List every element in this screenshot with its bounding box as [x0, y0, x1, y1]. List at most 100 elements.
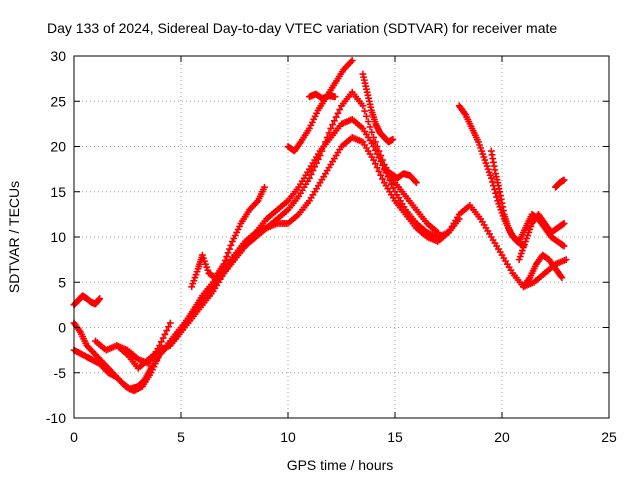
chart-title: Day 133 of 2024, Sidereal Day-to-day VTE…	[47, 20, 557, 36]
y-tick-label: 25	[50, 93, 66, 109]
data-point	[329, 121, 336, 129]
data-series	[70, 292, 104, 309]
data-series	[455, 102, 527, 250]
data-point	[327, 125, 335, 132]
data-point	[348, 57, 356, 64]
data-point	[361, 107, 369, 115]
data-point	[487, 174, 495, 182]
data-point	[226, 245, 233, 253]
data-series	[380, 165, 420, 187]
data-point	[562, 256, 570, 264]
data-series	[284, 57, 356, 155]
y-tick-label: 15	[50, 184, 66, 200]
data-points	[70, 57, 570, 395]
x-tick-label: 15	[387, 429, 403, 445]
data-point	[377, 171, 385, 179]
y-tick-label: 5	[58, 274, 66, 290]
data-point	[373, 143, 381, 150]
y-tick-label: 10	[50, 229, 66, 245]
data-point	[488, 178, 496, 186]
data-point	[313, 159, 320, 167]
data-point	[227, 241, 235, 249]
data-series	[113, 319, 174, 368]
data-series	[188, 183, 268, 291]
data-point	[161, 330, 169, 338]
data-point	[366, 123, 374, 131]
data-point	[363, 112, 370, 120]
y-tick-label: 20	[50, 139, 66, 155]
data-point	[314, 155, 322, 163]
data-series	[70, 115, 463, 395]
data-point	[156, 342, 163, 349]
data-point	[166, 319, 174, 327]
data-series	[520, 251, 566, 291]
data-point	[377, 152, 385, 159]
data-point	[379, 156, 386, 164]
data-point	[413, 179, 420, 187]
x-tick-label: 25	[601, 429, 617, 445]
data-point	[309, 167, 317, 175]
x-tick-label: 5	[177, 429, 185, 445]
data-point	[157, 338, 165, 346]
data-point	[371, 160, 379, 168]
x-tick-label: 0	[70, 429, 78, 445]
data-point	[318, 147, 326, 155]
data-point	[163, 327, 171, 334]
data-point	[371, 138, 379, 146]
data-series	[515, 210, 568, 264]
data-point	[323, 134, 331, 141]
data-point	[370, 156, 377, 164]
data-point	[320, 143, 328, 150]
data-point	[223, 253, 231, 261]
data-point	[379, 175, 386, 183]
x-tick-label: 10	[280, 429, 296, 445]
data-point	[96, 295, 104, 302]
y-tick-label: -5	[54, 365, 67, 381]
data-point	[560, 220, 568, 227]
data-point	[368, 128, 376, 136]
data-point	[224, 249, 232, 257]
data-point	[375, 147, 383, 155]
data-point	[434, 229, 442, 236]
data-point	[165, 323, 172, 331]
x-tick-label: 20	[494, 429, 510, 445]
data-series	[306, 90, 339, 102]
data-point	[311, 163, 319, 171]
grid-lines	[74, 56, 609, 418]
x-axis-label: GPS time / hours	[287, 457, 394, 473]
data-point	[558, 274, 566, 282]
data-point	[261, 183, 268, 191]
data-point	[159, 334, 167, 342]
data-point	[332, 113, 340, 121]
data-point	[359, 102, 367, 110]
data-point	[220, 260, 228, 268]
data-point	[325, 129, 333, 137]
data-point	[364, 118, 372, 126]
data-point	[388, 180, 395, 188]
y-tick-label: -10	[46, 410, 66, 426]
data-point	[375, 167, 383, 175]
data-point	[316, 152, 324, 159]
data-point	[493, 193, 501, 201]
data-point	[334, 109, 342, 117]
data-point	[455, 215, 463, 223]
data-point	[373, 164, 381, 172]
data-point	[336, 106, 344, 113]
y-axis-label: SDTVAR / TECUs	[6, 181, 22, 293]
y-tick-label: 0	[58, 320, 66, 336]
y-tick-label: 30	[50, 48, 66, 64]
data-series	[92, 88, 442, 372]
data-point	[307, 171, 315, 178]
data-point	[330, 117, 338, 125]
axis-ticks: 0 5 10 15 20 25 -10 -5 0 5 10 15 20 25 30	[46, 48, 617, 445]
data-point	[322, 138, 329, 146]
data-point	[560, 242, 568, 250]
data-point	[221, 256, 229, 264]
data-point	[370, 134, 377, 141]
data-point	[492, 189, 499, 197]
data-series	[552, 176, 568, 191]
data-point	[306, 174, 313, 182]
data-series	[359, 70, 397, 146]
